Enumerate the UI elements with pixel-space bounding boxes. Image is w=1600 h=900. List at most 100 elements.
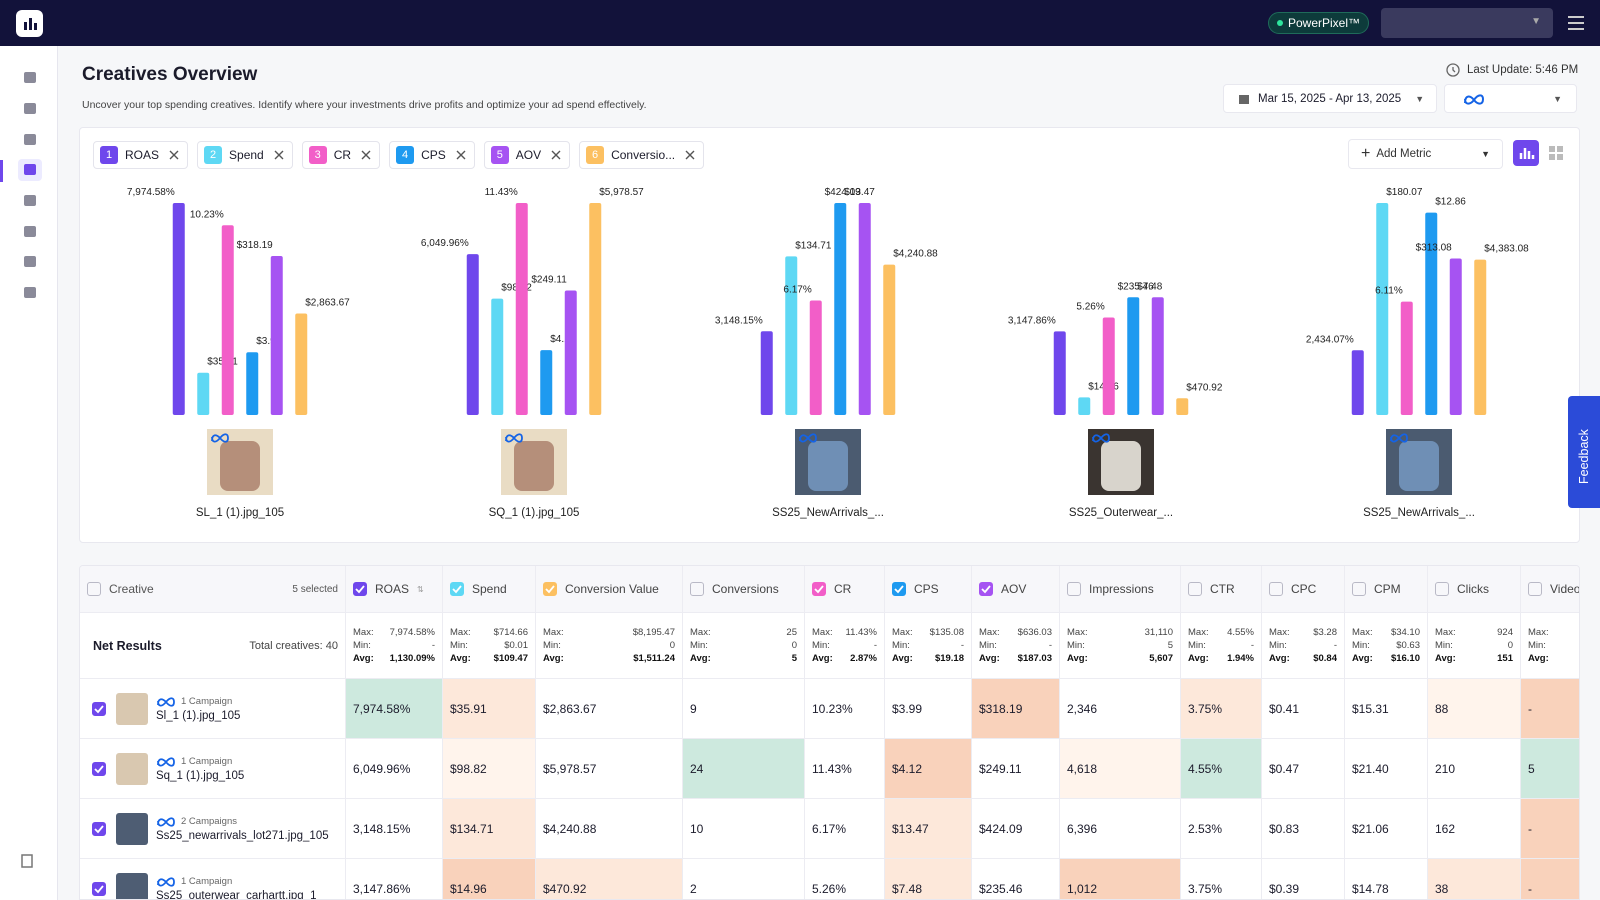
bar[interactable] [221, 225, 234, 415]
remove-icon[interactable] [456, 150, 466, 160]
checkbox[interactable] [450, 582, 464, 596]
creative-name[interactable]: Sl_1 (1).jpg_105 [156, 709, 241, 722]
bar[interactable] [760, 331, 773, 415]
checkbox[interactable] [1435, 582, 1449, 596]
grid-view-toggle[interactable] [1543, 140, 1569, 166]
bar[interactable] [491, 298, 504, 415]
header-cell[interactable]: CPM [1345, 566, 1428, 613]
checkbox[interactable] [892, 582, 906, 596]
thumbnail[interactable] [116, 692, 148, 725]
bar[interactable] [246, 352, 259, 415]
bar[interactable] [1400, 301, 1413, 415]
nav-icon[interactable] [22, 133, 38, 147]
nav-icon[interactable] [22, 225, 38, 239]
checkbox[interactable] [92, 701, 106, 716]
feedback-tab[interactable]: Feedback [1568, 396, 1600, 508]
creative-name[interactable]: Ss25_newarrivals_lot271.jpg_105 [156, 829, 329, 842]
header-cell[interactable]: Conversions [683, 566, 805, 613]
bar[interactable] [1078, 397, 1091, 415]
add-metric[interactable]: + Add Metric ▼ [1348, 139, 1503, 169]
bar[interactable] [1176, 398, 1189, 415]
remove-icon[interactable] [274, 150, 284, 160]
bar[interactable] [1425, 212, 1438, 415]
checkbox[interactable] [87, 582, 101, 596]
bar[interactable] [589, 203, 602, 415]
bar[interactable] [883, 264, 896, 415]
bar[interactable] [1449, 258, 1462, 415]
bar[interactable] [1474, 259, 1487, 415]
nav-icon[interactable] [22, 71, 38, 85]
thumbnail[interactable] [116, 752, 148, 785]
remove-icon[interactable] [551, 150, 561, 160]
nav-icon[interactable] [22, 102, 38, 116]
checkbox[interactable] [92, 821, 106, 836]
remove-icon[interactable] [361, 150, 371, 160]
header-cell[interactable]: Conversion Value [536, 566, 683, 613]
header-cell[interactable]: Clicks [1428, 566, 1521, 613]
header-cell[interactable]: CTR [1181, 566, 1262, 613]
checkbox[interactable] [690, 582, 704, 596]
bar[interactable] [858, 203, 871, 415]
bar[interactable] [1376, 203, 1389, 415]
bar[interactable] [1127, 297, 1140, 415]
account-select[interactable]: ▼ [1381, 8, 1553, 38]
header-cell[interactable]: CPS [885, 566, 972, 613]
bar[interactable] [1151, 297, 1164, 415]
bar[interactable] [466, 254, 479, 415]
metric-chip[interactable]: 2 Spend [197, 141, 293, 169]
nav-icon[interactable] [22, 286, 38, 300]
bar[interactable] [1351, 350, 1364, 415]
header-cell[interactable]: Video [1521, 566, 1579, 613]
nav-icon[interactable] [22, 194, 38, 208]
bar[interactable] [515, 203, 528, 415]
brand-pill[interactable]: PowerPixel™ [1268, 12, 1369, 34]
bar[interactable] [1102, 317, 1115, 415]
bar-view-toggle[interactable] [1513, 140, 1539, 166]
creative-name[interactable]: Sq_1 (1).jpg_105 [156, 769, 245, 782]
remove-icon[interactable] [685, 150, 695, 160]
header-cell[interactable]: AOV [972, 566, 1060, 613]
menu-icon[interactable] [1567, 15, 1585, 31]
header-cell[interactable]: CR [805, 566, 885, 613]
metric-chip[interactable]: 5 AOV [483, 141, 571, 169]
creative-name[interactable]: Ss25_outerwear_carhartt.jpg_1 [156, 889, 317, 900]
header-cell[interactable]: CPC [1262, 566, 1345, 613]
metric-chip[interactable]: 3 CR [301, 141, 381, 169]
bar[interactable] [809, 300, 822, 415]
thumbnail[interactable] [116, 872, 148, 899]
bar[interactable] [197, 372, 210, 415]
checkbox[interactable] [92, 881, 106, 896]
checkbox[interactable] [1067, 582, 1081, 596]
bar[interactable] [834, 203, 847, 415]
platform-select[interactable]: ▼ [1444, 84, 1577, 113]
bar[interactable] [540, 350, 553, 415]
bar[interactable] [172, 203, 185, 415]
checkbox[interactable] [1352, 582, 1366, 596]
checkbox[interactable] [1188, 582, 1202, 596]
checkbox[interactable] [1269, 582, 1283, 596]
logout-icon[interactable] [21, 854, 37, 868]
header-cell[interactable]: ROAS ⇅ [346, 566, 443, 613]
bar[interactable] [270, 255, 283, 415]
checkbox[interactable] [1528, 582, 1542, 596]
sort-icon[interactable]: ⇅ [417, 584, 424, 594]
bar[interactable] [564, 290, 577, 415]
checkbox[interactable] [543, 582, 557, 596]
logo[interactable] [16, 10, 43, 37]
header-cell[interactable]: Spend [443, 566, 536, 613]
checkbox[interactable] [979, 582, 993, 596]
metric-chip[interactable]: 1 ROAS [93, 141, 189, 169]
bar[interactable] [785, 256, 798, 415]
thumbnail[interactable] [116, 812, 148, 845]
date-picker[interactable]: Mar 15, 2025 - Apr 13, 2025 ▼ [1223, 84, 1437, 113]
nav-icon[interactable] [22, 255, 38, 269]
bar[interactable] [295, 313, 308, 415]
checkbox[interactable] [353, 582, 367, 596]
metric-chip[interactable]: 6 Conversio... [579, 141, 705, 169]
checkbox[interactable] [92, 761, 106, 776]
remove-icon[interactable] [169, 150, 179, 160]
bar[interactable] [1053, 331, 1066, 415]
nav-icon[interactable] [22, 163, 38, 177]
checkbox[interactable] [812, 582, 826, 596]
header-cell[interactable]: Impressions [1060, 566, 1181, 613]
